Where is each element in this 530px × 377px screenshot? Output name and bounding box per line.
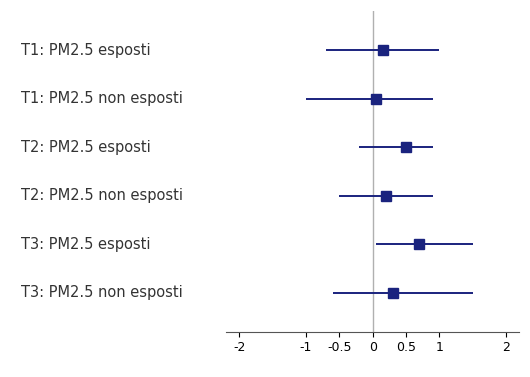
Text: T3: PM2.5 non esposti: T3: PM2.5 non esposti (21, 285, 183, 300)
Text: T3: PM2.5 esposti: T3: PM2.5 esposti (21, 237, 151, 252)
Text: T2: PM2.5 esposti: T2: PM2.5 esposti (21, 140, 151, 155)
Text: T2: PM2.5 non esposti: T2: PM2.5 non esposti (21, 188, 183, 203)
Text: T1: PM2.5 esposti: T1: PM2.5 esposti (21, 43, 151, 58)
Text: T1: PM2.5 non esposti: T1: PM2.5 non esposti (21, 91, 183, 106)
